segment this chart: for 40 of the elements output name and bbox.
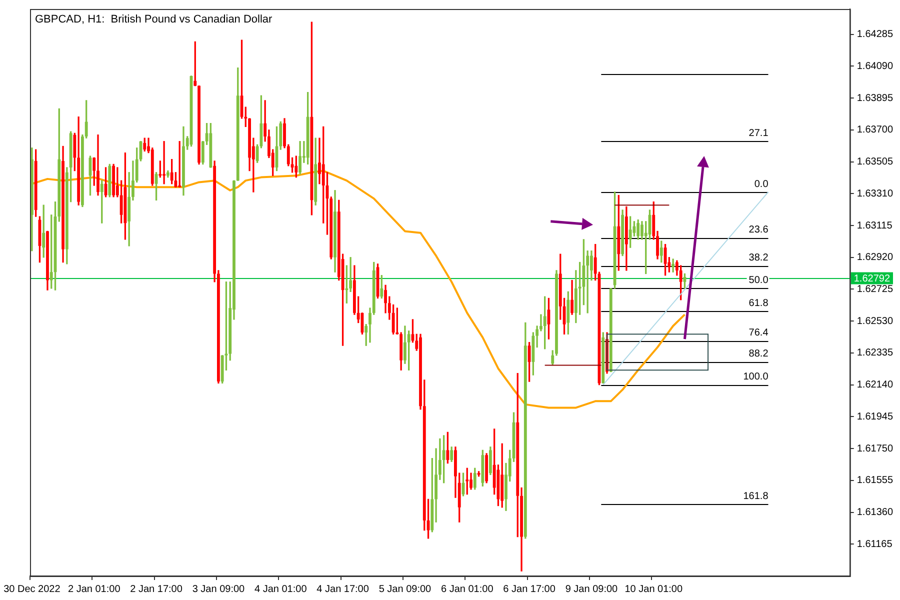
x-tick-label: 6 Jan 17:00 (503, 584, 556, 595)
annotation: 50.0 (748, 275, 769, 286)
y-tick-label: 1.63700 (856, 124, 894, 136)
annotation: 100.0 (743, 372, 769, 383)
x-tick-label: 4 Jan 01:00 (254, 584, 308, 595)
y-tick-label: 1.63505 (856, 156, 894, 168)
y-tick-label: 1.63895 (856, 92, 894, 104)
y-tick-label: 1.62725 (856, 284, 894, 295)
x-tick-label: 2 Jan 01:00 (68, 584, 121, 595)
annotation: 61.8 (748, 298, 769, 310)
annotation: 76.4 (748, 327, 769, 338)
ref-line-label: 1.62792 (854, 274, 890, 285)
y-tick-label: 1.64090 (856, 60, 894, 72)
y-tick-label: 1.63115 (856, 220, 893, 232)
x-tick-label: 5 Jan 09:00 (378, 584, 432, 595)
y-tick-label: 1.64285 (856, 29, 894, 40)
x-tick-label: 10 Jan 01:00 (624, 584, 683, 595)
x-tick-label: 3 Jan 09:00 (192, 584, 246, 595)
annotation: 23.6 (748, 224, 769, 236)
x-tick-label: 2 Jan 17:00 (130, 584, 183, 595)
annotation: 161.8 (743, 490, 769, 502)
annotation: 0.0 (754, 178, 769, 190)
chart-title: GBPCAD, H1: British Pound vs Canadian Dollar (35, 14, 273, 26)
x-tick-label: 30 Dec 2022 (4, 584, 61, 595)
x-tick-label: 4 Jan 17:00 (316, 584, 370, 595)
y-tick-label: 1.61945 (856, 411, 894, 422)
annotation: 27.1 (748, 128, 769, 140)
x-tick-label: 6 Jan 01:00 (440, 584, 494, 595)
y-tick-label: 1.63310 (856, 188, 894, 200)
annotation: 38.2 (748, 252, 769, 264)
y-tick-label: 1.61555 (856, 475, 894, 486)
annotation: 88.2 (748, 348, 769, 360)
y-tick-label: 1.62140 (856, 380, 894, 391)
y-tick-label: 1.62530 (856, 316, 894, 327)
x-tick-label: 9 Jan 09:00 (565, 584, 618, 595)
y-tick-label: 1.61750 (856, 443, 894, 454)
y-tick-label: 1.61165 (856, 538, 893, 550)
y-tick-label: 1.62920 (856, 252, 894, 264)
y-tick-label: 1.61360 (856, 507, 894, 518)
y-tick-label: 1.62335 (856, 348, 894, 359)
